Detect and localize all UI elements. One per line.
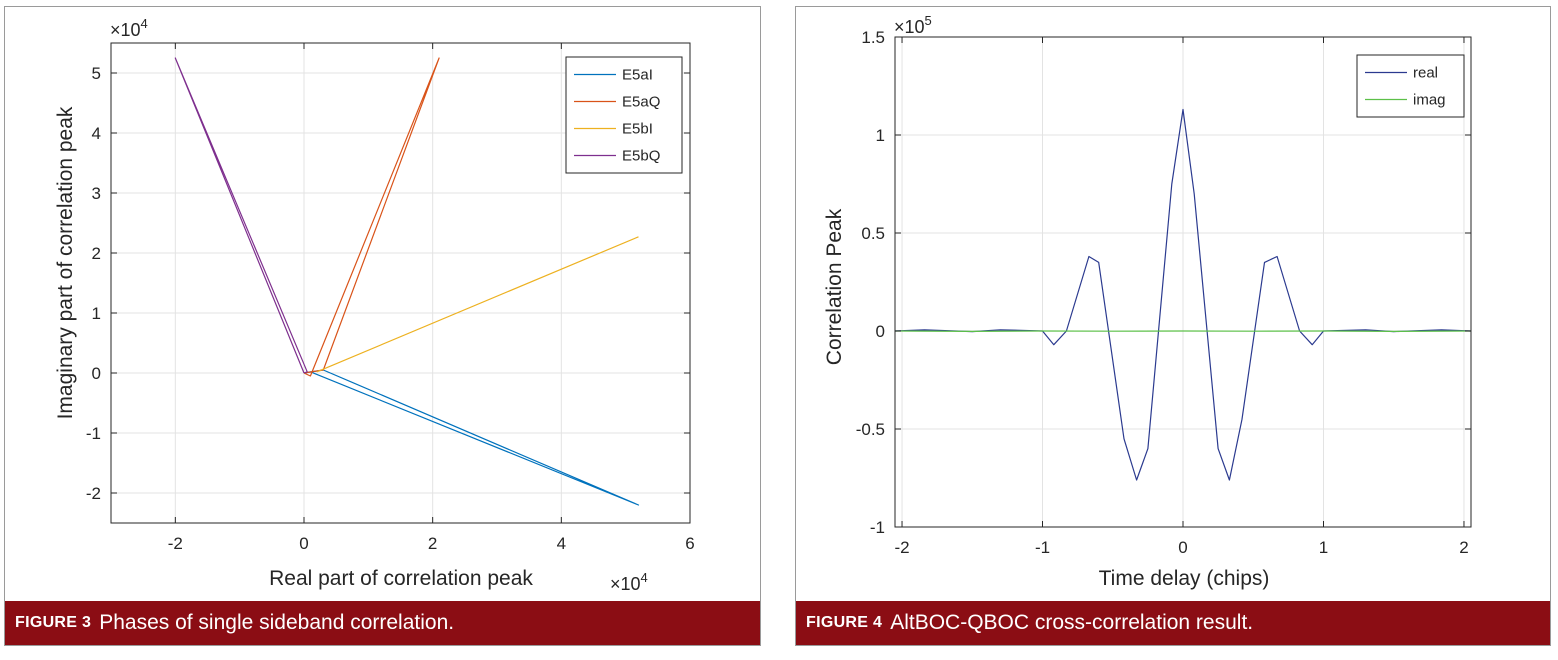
y-ticks: -2 -1 0 1 2 3 4 5: [86, 64, 690, 503]
y-tick-label: -0.5: [856, 420, 885, 439]
series-lines: [174, 57, 640, 506]
y-tick-label: 0: [876, 322, 885, 341]
y-tick-label: -1: [86, 424, 101, 443]
y-tick-label: 1.5: [861, 28, 885, 47]
figure-4-caption: FIGURE 4 AltBOC-QBOC cross-correlation r…: [796, 601, 1550, 645]
series-line-e5bi: [316, 236, 639, 373]
legend-label: imag: [1413, 92, 1446, 109]
x-tick-label: 0: [299, 534, 308, 553]
y-tick-label: 1: [876, 126, 885, 145]
x-tick-label: -1: [1035, 538, 1050, 557]
y-tick-label: -2: [86, 484, 101, 503]
x-tick-label: 0: [1178, 538, 1187, 557]
caption-text: AltBOC-QBOC cross-correlation result.: [890, 611, 1254, 634]
y-exponent: ×105: [894, 13, 932, 37]
y-tick-label: 2: [92, 244, 101, 263]
y-ticks: -1 -0.5 0 0.5 1 1.5: [856, 28, 1471, 537]
legend-box: [1356, 54, 1465, 118]
x-tick-label: 1: [1319, 538, 1328, 557]
legend-label: real: [1413, 65, 1438, 82]
figure-3-panel: -2 0 2 4 6 -2 -1 0 1 2 3 4 5 ×104 ×104 Real part of…: [4, 6, 761, 646]
legend: E5aI E5aQ E5bI E5bQ: [565, 56, 683, 174]
series-lines: [894, 108, 1472, 481]
series-line-e5aq: [303, 57, 440, 377]
figure-3-caption: FIGURE 3 Phases of single sideband corre…: [5, 601, 760, 645]
series-line-e5ai: [303, 369, 640, 506]
caption-label: FIGURE 3: [15, 614, 92, 631]
legend-label: E5aI: [622, 67, 653, 84]
x-axis-label: Real part of correlation peak: [269, 567, 533, 590]
series-line-real: [894, 108, 1472, 481]
y-tick-label: 4: [92, 124, 101, 143]
x-tick-label: 4: [557, 534, 566, 553]
x-tick-label: -2: [894, 538, 909, 557]
legend-label: E5bQ: [622, 148, 660, 165]
legend: real imag: [1356, 54, 1465, 118]
caption-label: FIGURE 4: [806, 614, 883, 631]
y-tick-label: 0.5: [861, 224, 885, 243]
y-axis-label: Correlation Peak: [823, 208, 846, 365]
legend-label: E5aQ: [622, 94, 660, 111]
figure-3-chart: -2 0 2 4 6 -2 -1 0 1 2 3 4 5 ×104 ×104 Real part of…: [54, 16, 695, 594]
series-line-e5bq: [174, 57, 308, 374]
y-tick-label: 1: [92, 304, 101, 323]
x-tick-label: -2: [168, 534, 183, 553]
y-exponent: ×104: [110, 16, 148, 40]
y-axis-label: Imaginary part of correlation peak: [54, 106, 77, 419]
figure-4-chart: -2 -1 0 1 2 -1 -0.5 0 0.5 1 1.5 ×105 Time delay (…: [823, 13, 1472, 590]
x-ticks: -2 -1 0 1 2: [894, 37, 1469, 557]
legend-label: E5bI: [622, 121, 653, 138]
x-axis-label: Time delay (chips): [1099, 567, 1270, 590]
x-ticks: -2 0 2 4 6: [168, 43, 695, 553]
y-tick-label: -1: [870, 518, 885, 537]
figure-4-panel: -2 -1 0 1 2 -1 -0.5 0 0.5 1 1.5 ×105 Time delay (…: [795, 6, 1551, 646]
x-tick-label: 2: [1459, 538, 1468, 557]
y-tick-label: 3: [92, 184, 101, 203]
axes-frame: [110, 42, 691, 524]
x-tick-label: 6: [685, 534, 694, 553]
y-tick-label: 5: [92, 64, 101, 83]
caption-text: Phases of single sideband correlation.: [99, 611, 455, 634]
legend-box: [565, 56, 683, 174]
x-exponent: ×104: [610, 570, 648, 594]
x-tick-label: 2: [428, 534, 437, 553]
y-tick-label: 0: [92, 364, 101, 383]
